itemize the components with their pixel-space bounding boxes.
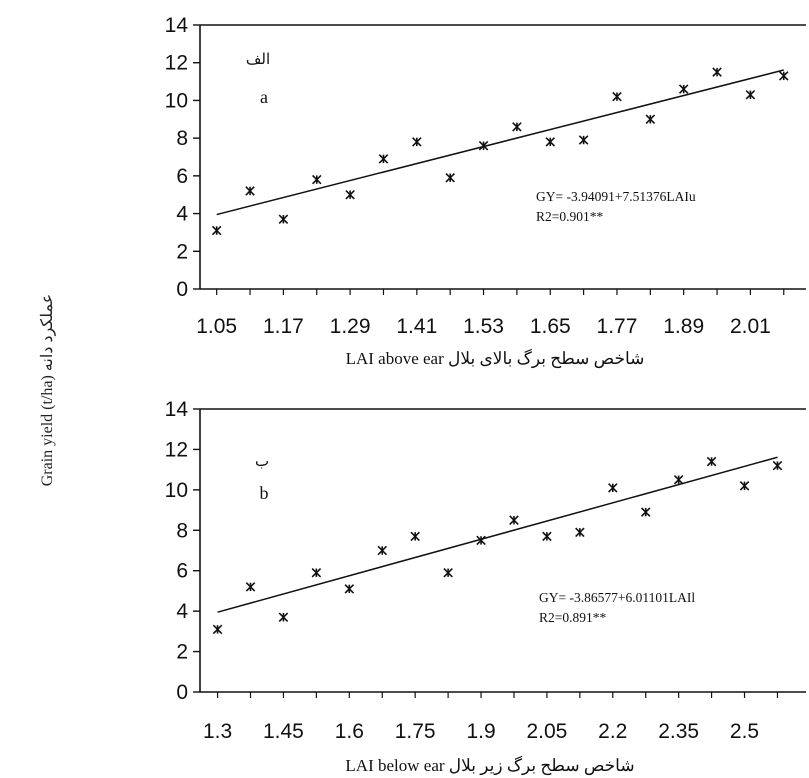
y-tick-label-b: 10 [165, 479, 188, 502]
y-tick-label-a: 6 [176, 165, 188, 188]
panel-b-tag-persian: ب [255, 452, 269, 470]
data-point-a [745, 90, 756, 100]
data-point-a [645, 114, 656, 125]
y-tick-label-a: 10 [165, 89, 188, 112]
data-point-a [311, 174, 322, 185]
data-point-a [612, 91, 622, 102]
y-tick-label-a: 12 [165, 52, 188, 75]
y-tick-label-b: 12 [165, 438, 188, 461]
data-point-a [712, 67, 722, 77]
data-point-a [445, 172, 455, 183]
data-point-b [673, 474, 684, 485]
x-tick-label-a: 1.05 [196, 315, 237, 338]
data-point-b [575, 527, 585, 538]
data-point-b [344, 584, 355, 594]
data-point-a [512, 122, 522, 132]
data-point-a [578, 135, 589, 145]
y-tick-label-a: 4 [176, 203, 188, 226]
y-tick-label-b: 0 [176, 681, 188, 704]
data-point-b [739, 481, 750, 491]
chart-panel-b: 0 2 4 6 8 10 12 14 1.3 1.45 1.6 1.75 1.9 2.05 2.2 2.35 2… [165, 398, 806, 776]
x-tick-label-b: 2.5 [730, 720, 759, 743]
x-tick-label-a: 1.29 [330, 315, 371, 338]
x-tick-label-b: 2.2 [598, 720, 627, 743]
regression-line-a [216, 69, 784, 216]
data-point-a [211, 225, 222, 236]
panel-a-equation: GY= -3.94091+7.51376LAIu [536, 189, 696, 204]
data-point-b [245, 582, 256, 592]
data-point-b [410, 531, 420, 542]
data-point-b [706, 456, 717, 467]
data-point-b [443, 567, 453, 578]
x-tick-label-a: 2.01 [730, 315, 771, 338]
data-point-a [478, 140, 489, 151]
y-tick-label-b: 6 [176, 560, 188, 583]
data-point-b [509, 515, 519, 525]
x-tick-label-a: 1.65 [530, 315, 571, 338]
regression-line-b [217, 456, 778, 613]
data-point-a [378, 154, 389, 164]
y-tick-label-a: 0 [176, 278, 188, 301]
data-point-a [245, 186, 255, 196]
panel-a-tag: a [260, 87, 268, 107]
x-tick-label-a: 1.53 [463, 315, 504, 338]
chart-panel-a: 0 2 4 6 8 10 12 14 1.05 1.17 1.29 1.41 1.53 1.65 1.77 1… [165, 14, 806, 369]
x-tick-label-a: 1.17 [263, 315, 304, 338]
x-tick-label-b: 1.6 [335, 720, 364, 743]
panel-b-r2: R2=0.891** [539, 610, 606, 625]
panel-a-tag-persian: الف [246, 50, 270, 68]
data-point-b [542, 531, 552, 542]
data-point-a [678, 84, 689, 94]
y-tick-label-b: 4 [176, 600, 188, 623]
data-point-b [212, 624, 223, 635]
data-point-b [278, 612, 289, 622]
y-tick-label-b: 14 [165, 398, 189, 421]
y-tick-label-b: 8 [176, 519, 188, 542]
y-tick-label-a: 8 [176, 127, 188, 150]
shared-y-axis-title: Grain yield (t/ha) عملکرد دانه [39, 294, 56, 487]
x-tick-label-a: 1.89 [663, 315, 704, 338]
plot-area-b: 0 2 4 6 8 10 12 14 1.3 1.45 1.6 1.75 1.9 2.05 2.2 2.35 2… [165, 398, 806, 743]
data-point-b [377, 545, 388, 556]
data-point-a [345, 189, 355, 200]
y-tick-label-a: 2 [176, 240, 188, 263]
data-point-a [778, 71, 789, 81]
data-point-a [278, 214, 289, 224]
x-tick-label-b: 2.05 [526, 720, 567, 743]
x-tick-label-a: 1.41 [396, 315, 437, 338]
data-point-b [608, 483, 618, 493]
y-tick-label-a: 14 [165, 14, 189, 37]
x-tick-label-b: 2.35 [658, 720, 699, 743]
data-point-a [412, 137, 422, 147]
data-point-b [311, 567, 322, 578]
x-tick-label-b: 1.9 [466, 720, 495, 743]
panel-b-tag: b [260, 483, 269, 503]
y-tick-label-b: 2 [176, 641, 188, 664]
panel-b-x-axis-title: LAI below ear شاخص سطح برگ زیر بلال [345, 755, 634, 776]
x-tick-label-b: 1.45 [263, 720, 304, 743]
data-point-b [772, 460, 783, 471]
panel-a-r2: R2=0.901** [536, 209, 603, 224]
plot-area-a: 0 2 4 6 8 10 12 14 1.05 1.17 1.29 1.41 1.53 1.65 1.77 1… [165, 14, 806, 338]
x-tick-label-a: 1.77 [597, 315, 638, 338]
x-tick-label-b: 1.3 [203, 720, 232, 743]
data-point-b [640, 507, 651, 517]
panel-b-equation: GY= -3.86577+6.01101LAIl [539, 590, 695, 605]
data-point-b [476, 535, 486, 546]
x-tick-label-b: 1.75 [395, 720, 436, 743]
panel-a-x-axis-title: LAI above ear شاخص سطح برگ بالای بلال [346, 348, 645, 369]
data-point-a [545, 137, 556, 147]
